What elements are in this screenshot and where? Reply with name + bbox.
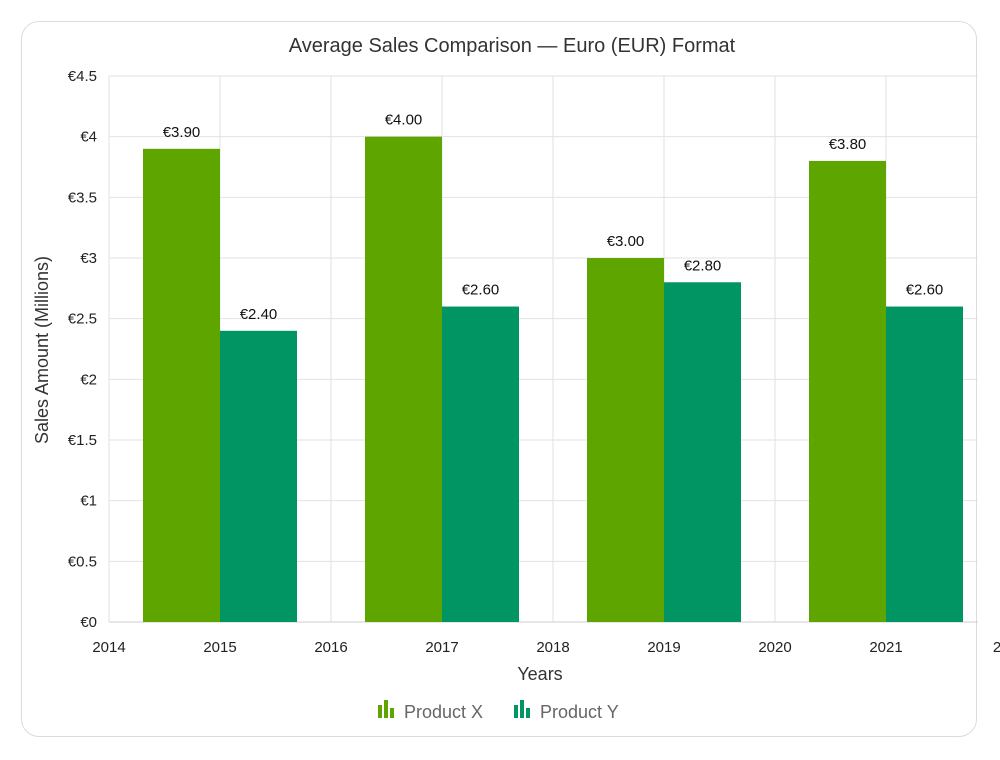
x-tick-label: 2 [993,639,1000,656]
y-tick-label: €3 [80,250,97,267]
y-tick-label: €2 [80,371,97,388]
data-label: €3.00 [607,233,645,250]
y-axis-label: Sales Amount (Millions) [32,256,52,444]
x-tick-label: 2015 [203,639,236,656]
y-tick-label: €0.5 [68,553,97,570]
data-labels: €3.90 €2.40 €4.00 €2.60 €3.00 €2.80 €3.80 €2.60 [163,112,944,323]
y-tick-label: €3.5 [68,189,97,206]
x-axis-label: Years [517,664,562,684]
data-label: €2.40 [240,306,278,323]
y-axis-ticks: €0 €0.5 €1 €1.5 €2 €2.5 €3 €3.5 €4 €4.5 [68,68,97,631]
bar-chart-icon [378,700,394,718]
x-tick-label: 2016 [314,639,347,656]
x-axis-ticks: 2014 2015 2016 2017 2018 2019 2020 2021 2 [92,639,1000,656]
x-tick-label: 2017 [425,639,458,656]
bar-product-y-2015[interactable] [220,330,297,622]
chart-title: Average Sales Comparison — Euro (EUR) Fo… [289,35,736,57]
bar-chart-icon [514,700,530,718]
legend-label: Product Y [540,702,619,722]
data-label: €2.60 [462,282,500,299]
y-tick-label: €2.5 [68,311,97,328]
y-tick-label: €0 [80,614,97,631]
bar-product-x-2019[interactable] [587,258,664,622]
bars [143,136,963,623]
bar-product-x-2015[interactable] [143,148,220,623]
legend-item-product-y[interactable]: Product Y [514,700,619,722]
data-label: €3.90 [163,124,201,141]
bar-product-y-2019[interactable] [664,282,741,622]
x-tick-label: 2019 [647,639,680,656]
y-tick-label: €1 [80,493,97,510]
y-tick-label: €4 [80,129,97,146]
data-label: €2.80 [684,257,722,274]
legend[interactable]: Product X Product Y [378,700,619,722]
x-tick-label: 2018 [536,639,569,656]
data-label: €4.00 [385,112,423,129]
bar-product-x-2021[interactable] [809,160,886,622]
x-tick-label: 2020 [758,639,791,656]
legend-item-product-x[interactable]: Product X [378,700,483,722]
bar-product-y-2017[interactable] [442,306,519,622]
x-tick-label: 2021 [869,639,902,656]
x-tick-label: 2014 [92,639,125,656]
y-tick-label: €4.5 [68,68,97,85]
bar-product-x-2017[interactable] [365,136,442,622]
data-label: €3.80 [829,136,867,153]
bar-product-y-2021[interactable] [886,306,963,622]
data-label: €2.60 [906,282,944,299]
y-tick-label: €1.5 [68,432,97,449]
legend-label: Product X [404,702,483,722]
